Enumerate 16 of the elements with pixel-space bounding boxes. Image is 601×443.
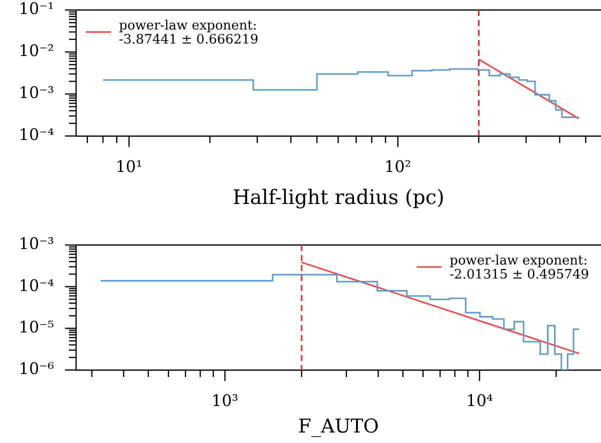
x-axis-title: F_AUTO (298, 416, 379, 438)
y-tick-label: 10⁻³ (18, 234, 54, 254)
legend-label: power-law exponent: -3.87441 ± 0.666219 (119, 18, 258, 48)
x-tick-label: 10² (384, 156, 412, 176)
x-tick-label: 10¹ (116, 156, 142, 176)
legend-label: power-law exponent: -2.01315 ± 0.495749 (450, 253, 590, 282)
x-axis-title: Half-light radius (pc) (232, 185, 444, 210)
y-tick-label: 10⁻² (18, 41, 54, 60)
y-tick-label: 10⁻⁶ (18, 359, 54, 378)
y-tick-label: 10⁻¹ (18, 0, 54, 18)
x-tick-label: 10³ (212, 390, 238, 410)
y-tick-label: 10⁻³ (18, 83, 54, 102)
x-tick-label: 10⁴ (466, 390, 493, 410)
y-tick-label: 10⁻⁵ (18, 317, 54, 336)
y-tick-label: 10⁻⁴ (18, 276, 54, 295)
y-tick-label: 10⁻⁴ (18, 125, 54, 144)
